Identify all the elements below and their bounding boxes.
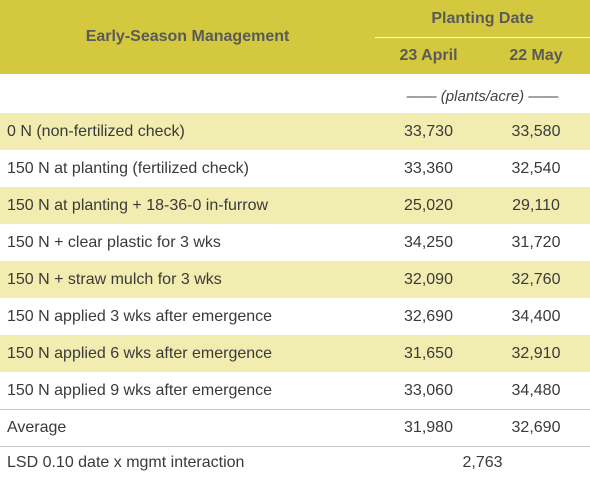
lsd-divider (0, 446, 590, 447)
planting-date-header: Planting Date (431, 9, 534, 27)
value-22-may: 32,760 (511, 270, 561, 288)
row-label: 0 N (non-fertilized check) (7, 122, 185, 140)
row-label: 150 N at planting (fertilized check) (7, 159, 249, 177)
row-label: 150 N applied 6 wks after emergence (7, 344, 273, 362)
value-23-april: 25,020 (404, 196, 453, 214)
date-2-header: 22 May (509, 46, 563, 64)
table-row: 150 N + straw mulch for 3 wks 32,090 32,… (0, 261, 590, 298)
table-row: 150 N applied 3 wks after emergence 32,6… (0, 298, 590, 335)
value-22-may: 32,910 (511, 344, 561, 362)
table-header: Early-Season Management Planting Date 23… (0, 0, 590, 74)
value-22-may: 32,540 (511, 159, 561, 177)
lsd-value: 2,763 (462, 453, 503, 471)
row-label: 150 N at planting + 18-36-0 in-furrow (7, 196, 269, 214)
table-row: 150 N + clear plastic for 3 wks 34,250 3… (0, 224, 590, 261)
table-row: 150 N at planting + 18-36-0 in-furrow 25… (0, 187, 590, 224)
value-23-april: 31,650 (404, 344, 453, 362)
table-row: 150 N applied 9 wks after emergence 33,0… (0, 372, 590, 409)
value-22-may: 29,110 (512, 196, 560, 214)
date-1-header: 23 April (399, 46, 458, 64)
value-23-april: 32,090 (404, 270, 453, 288)
value-22-may: 34,480 (511, 381, 561, 399)
average-divider (0, 409, 590, 410)
average-label: Average (7, 418, 67, 436)
row-label: 150 N + straw mulch for 3 wks (7, 270, 222, 288)
average-22-may: 32,690 (511, 418, 561, 436)
value-23-april: 32,690 (404, 307, 453, 325)
management-column-header: Early-Season Management (85, 28, 290, 45)
header-divider (375, 37, 590, 38)
row-label: 150 N applied 9 wks after emergence (7, 381, 273, 399)
table-row: 150 N at planting (fertilized check) 33,… (0, 150, 590, 187)
average-23-april: 31,980 (404, 418, 453, 436)
value-23-april: 33,060 (404, 381, 453, 399)
lsd-label: LSD 0.10 date x mgmt interaction (7, 453, 245, 471)
value-23-april: 33,360 (404, 159, 453, 177)
value-22-may: 33,580 (511, 122, 561, 140)
units-label: —— (plants/acre) —— (406, 87, 559, 105)
row-label: 150 N applied 3 wks after emergence (7, 307, 273, 325)
value-23-april: 34,250 (404, 233, 453, 251)
lsd-row: LSD 0.10 date x mgmt interaction 2,763 (0, 444, 590, 481)
value-23-april: 33,730 (404, 122, 453, 140)
row-label: 150 N + clear plastic for 3 wks (7, 233, 221, 251)
value-22-may: 34,400 (511, 307, 561, 325)
table-row: 150 N applied 6 wks after emergence 31,6… (0, 335, 590, 372)
average-row: Average 31,980 32,690 (0, 409, 590, 446)
table-row: 0 N (non-fertilized check) 33,730 33,580 (0, 113, 590, 150)
value-22-may: 31,720 (511, 233, 561, 251)
